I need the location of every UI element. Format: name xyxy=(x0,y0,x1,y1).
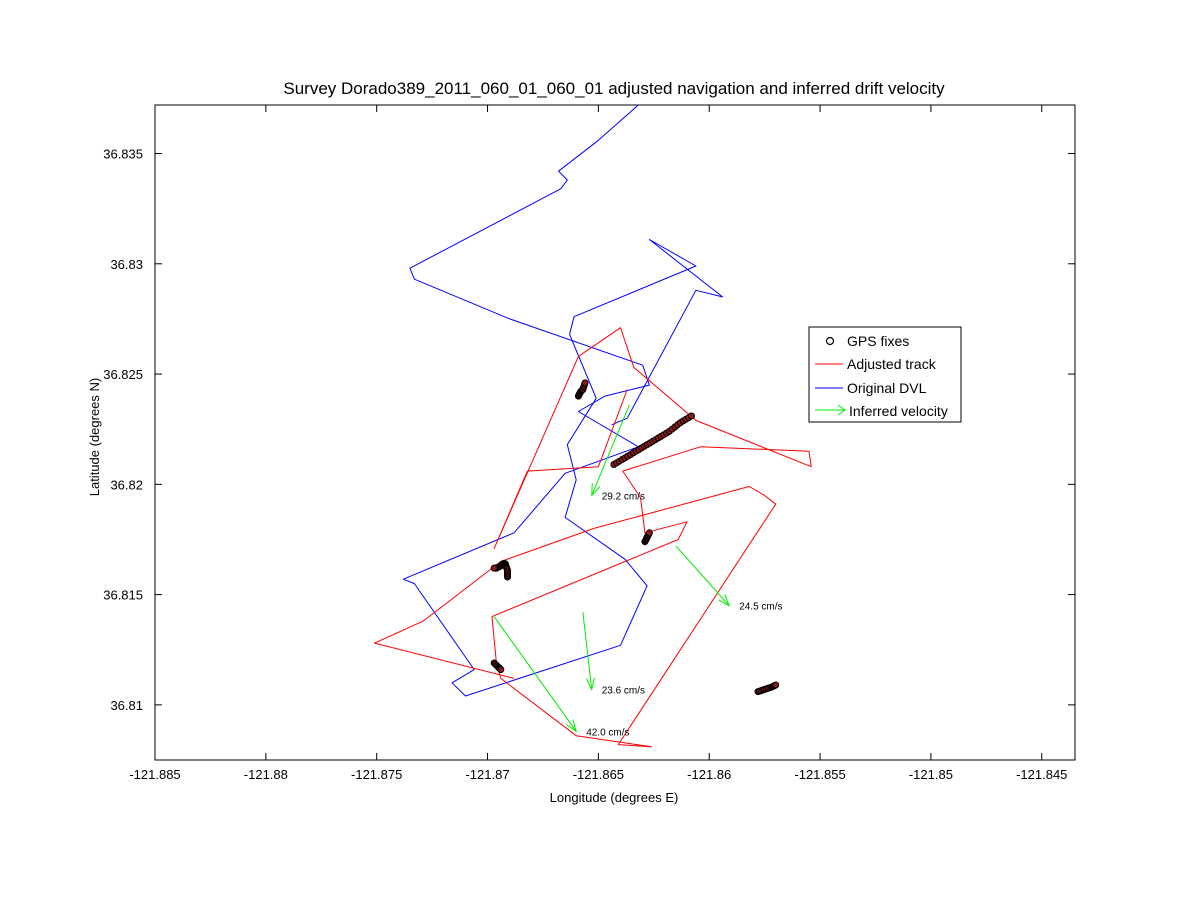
gps-fix-marker xyxy=(581,379,589,387)
x-tick-label: -121.855 xyxy=(794,767,845,782)
velocity-label: 23.6 cm/s xyxy=(602,685,645,696)
y-tick-label: 36.815 xyxy=(103,588,143,603)
legend-gps-label: GPS fixes xyxy=(847,333,909,349)
legend-gps-marker xyxy=(825,336,835,346)
x-axis: -121.885 -121.88 -121.875 -121.87 -121.865 -1… xyxy=(129,105,1067,782)
velocity-arrow xyxy=(591,404,630,497)
y-tick-label: 36.81 xyxy=(110,698,143,713)
y-tick-label: 36.825 xyxy=(103,367,143,382)
y-tick-label: 36.835 xyxy=(103,147,143,162)
y-tick-label: 36.83 xyxy=(110,257,143,272)
x-axis-label: Longitude (degrees E) xyxy=(550,790,679,805)
legend-original-label: Original DVL xyxy=(847,380,927,396)
legend-velocity-swatch xyxy=(815,404,846,416)
gps-fix-marker xyxy=(688,412,695,420)
gps-fix-marker xyxy=(497,666,505,674)
x-tick-label: -121.875 xyxy=(351,767,402,782)
chart-title: Survey Dorado389_2011_060_01_060_01 adju… xyxy=(283,79,945,98)
x-tick-label: -121.845 xyxy=(1016,767,1067,782)
legend-box xyxy=(808,326,962,423)
x-tick-label: -121.87 xyxy=(465,767,509,782)
gps-fix-marker xyxy=(490,564,498,572)
x-tick-label: -121.885 xyxy=(129,767,180,782)
velocity-label: 42.0 cm/s xyxy=(586,727,629,738)
velocity-arrow xyxy=(493,616,578,733)
x-tick-label: -121.865 xyxy=(573,767,624,782)
gps-fix-marker xyxy=(772,681,780,689)
x-tick-label: -121.88 xyxy=(244,767,288,782)
velocity-label: 24.5 cm/s xyxy=(739,602,782,613)
data-layer: 29.2 cm/s 24.5 cm/s 23.6 cm/s 42.0 cm/s xyxy=(374,105,812,748)
velocity-label: 29.2 cm/s xyxy=(602,491,645,502)
adjusted-track-line xyxy=(374,327,812,748)
x-tick-label: -121.85 xyxy=(909,767,953,782)
gps-fix-marker xyxy=(645,529,653,537)
y-axis-label: Latitude (degrees N) xyxy=(87,378,102,497)
legend-adjusted-label: Adjusted track xyxy=(847,356,937,372)
legend: GPS fixes Adjusted track Original DVL In… xyxy=(808,326,962,423)
plot-area: 29.2 cm/s 24.5 cm/s 23.6 cm/s 42.0 cm/s -12… xyxy=(103,104,1076,782)
velocity-arrow xyxy=(582,612,596,691)
legend-velocity-label: Inferred velocity xyxy=(849,403,948,419)
original-dvl-line xyxy=(402,105,723,697)
y-tick-label: 36.82 xyxy=(110,477,143,492)
velocity-arrow xyxy=(675,545,731,607)
x-tick-label: -121.86 xyxy=(687,767,731,782)
y-axis: 36.81 36.815 36.82 36.825 36.83 36.835 xyxy=(103,147,1075,713)
plot-frame xyxy=(154,104,1076,761)
